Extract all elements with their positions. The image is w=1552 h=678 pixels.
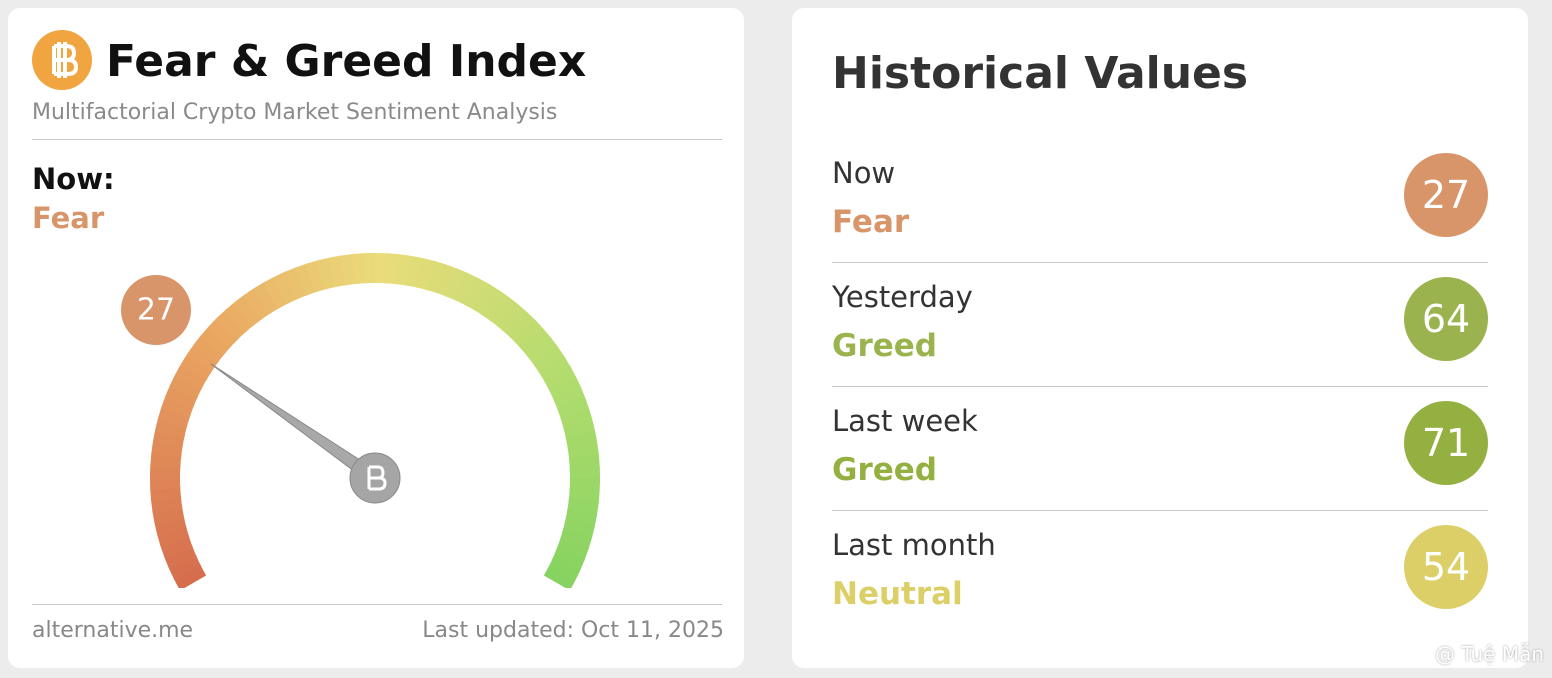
value-bubble <box>121 275 191 345</box>
value-circle: 64 <box>1404 277 1488 361</box>
history-title: Historical Values <box>832 48 1249 99</box>
value-circle: 27 <box>1404 153 1488 237</box>
hub-icon <box>367 465 387 491</box>
source: alternative.me <box>32 618 194 643</box>
row-class: Neutral <box>832 576 963 612</box>
subtitle: Multifactorial Crypto Market Sentiment A… <box>32 100 558 125</box>
now-label: Now: <box>32 162 115 196</box>
row-divider <box>832 386 1488 387</box>
history-card: Historical Values Now Fear 27 Yesterday Gree… <box>792 8 1528 668</box>
row-class: Fear <box>832 204 910 240</box>
divider <box>32 604 722 605</box>
row-label: Now <box>832 156 896 190</box>
row-label: Last week <box>832 404 978 438</box>
row-class: Greed <box>832 452 937 488</box>
value-label: 27 <box>137 293 175 328</box>
divider <box>32 139 722 140</box>
value-circle: 71 <box>1404 401 1488 485</box>
watermark: @ Tuệ Mẫn <box>1434 642 1544 666</box>
row-label: Yesterday <box>832 280 973 314</box>
row-divider <box>832 510 1488 511</box>
row-label: Last month <box>832 528 996 562</box>
gauge: 27 <box>121 253 600 588</box>
title: Fear & Greed Index <box>106 36 587 87</box>
value-circle: 54 <box>1404 525 1488 609</box>
last-updated: Last updated: Oct 11, 2025 <box>422 618 724 643</box>
gauge-arc <box>543 566 576 588</box>
index-card: Fear & Greed Index Multifactorial Crypto… <box>8 8 744 668</box>
row-class: Greed <box>832 328 937 364</box>
row-divider <box>832 262 1488 263</box>
logo <box>32 30 92 90</box>
now-class: Fear <box>32 201 105 235</box>
